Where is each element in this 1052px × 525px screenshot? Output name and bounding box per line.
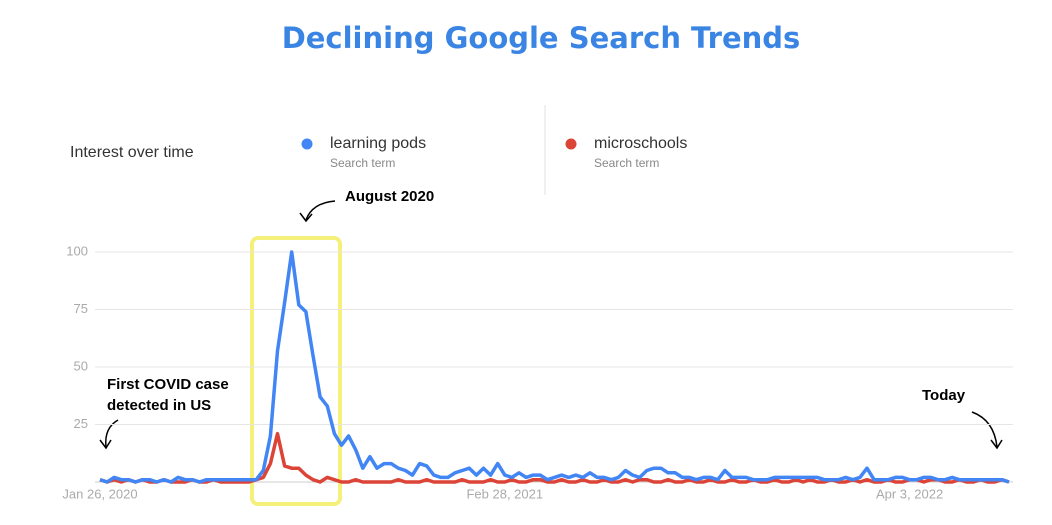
x-tick-label: Jan 26, 2020 xyxy=(62,486,137,501)
arrow-head xyxy=(990,439,1003,450)
annotation: First COVID case xyxy=(107,376,229,393)
legend-subtitle: Search term xyxy=(330,156,395,170)
series-line xyxy=(99,250,1010,484)
highlight-box xyxy=(250,236,342,506)
legend-subtitle: Search term xyxy=(594,156,659,170)
annotation: detected in US xyxy=(107,397,211,414)
arrows xyxy=(99,200,1003,450)
annotation: August 2020 xyxy=(345,188,434,205)
x-tick-label: Feb 28, 2021 xyxy=(466,486,543,501)
arrow xyxy=(971,411,998,448)
chart-title: Declining Google Search Trends xyxy=(282,21,801,55)
panel-title: Interest over time xyxy=(70,144,194,161)
legend-label: learning pods xyxy=(330,135,426,152)
arrow-head xyxy=(99,439,112,450)
arrow-head xyxy=(299,212,313,223)
arrow xyxy=(305,200,336,221)
x-tick-label: Apr 3, 2022 xyxy=(876,486,943,501)
y-tick-label: 25 xyxy=(74,416,88,431)
annotation: Today xyxy=(922,387,966,404)
legend-label: microschools xyxy=(594,135,687,152)
arrow xyxy=(105,419,119,448)
y-tick-label: 50 xyxy=(74,358,88,373)
y-tick-label: 100 xyxy=(66,243,88,258)
legend-marker xyxy=(301,138,313,150)
legend-marker xyxy=(565,138,577,150)
y-tick-label: 75 xyxy=(74,301,88,316)
